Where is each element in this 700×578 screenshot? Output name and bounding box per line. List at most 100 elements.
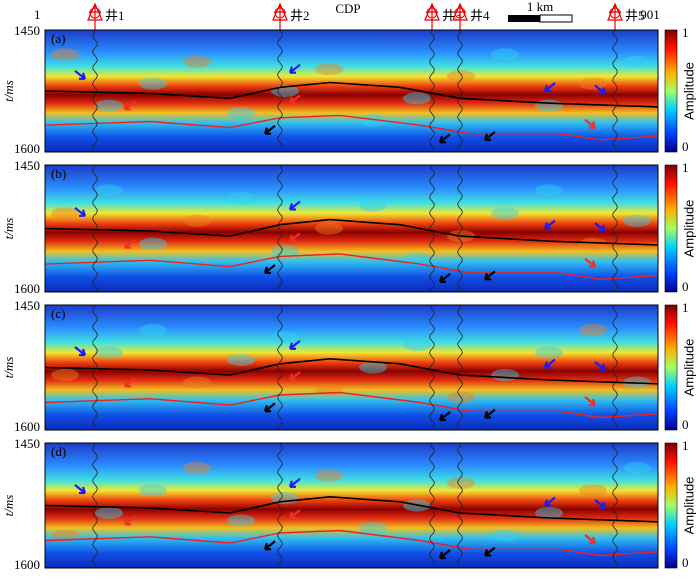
amplitude-patch — [359, 199, 387, 212]
arrow — [584, 396, 597, 407]
amplitude-patch — [535, 346, 563, 359]
well-log — [92, 29, 98, 151]
arrow — [288, 371, 301, 382]
horizon-black — [44, 218, 659, 246]
well-log — [429, 29, 435, 151]
amplitude-patch — [183, 55, 211, 68]
y-axis-label: t/ms — [1, 357, 16, 379]
arrow — [74, 346, 87, 357]
arrow — [263, 540, 276, 551]
arrow — [594, 222, 607, 233]
arrow — [263, 402, 276, 413]
colorbar-title: Amplitude — [681, 200, 696, 258]
arrow — [74, 69, 87, 80]
colorbar-max: 1 — [682, 300, 689, 315]
well-log — [457, 29, 463, 151]
arrow — [438, 411, 451, 422]
colorbar-title: Amplitude — [681, 477, 696, 535]
well-symbol-ring — [426, 7, 438, 19]
arrow — [288, 63, 301, 74]
arrow — [263, 124, 276, 135]
arrow — [288, 477, 301, 488]
amplitude-patch — [403, 92, 431, 105]
amplitude-patch — [579, 237, 607, 250]
amplitude-patch — [139, 324, 167, 336]
horizon-red — [44, 529, 659, 557]
seismic-section — [45, 30, 658, 152]
colorbar — [664, 304, 678, 431]
amplitude-patch — [139, 237, 167, 250]
section-frame — [44, 29, 659, 153]
amplitude-patch — [579, 324, 607, 336]
well-label: 井2 — [290, 8, 310, 23]
amplitude-patch — [535, 507, 563, 519]
colorbar-min: 0 — [682, 139, 689, 154]
amplitude-patch — [227, 514, 255, 527]
amplitude-patch — [535, 99, 563, 112]
amplitude-patch — [623, 55, 651, 68]
section-frame — [44, 164, 659, 293]
amplitude-patch — [403, 339, 431, 351]
horizon-black — [44, 357, 659, 385]
well-symbol-ring — [89, 7, 101, 19]
well-symbol-ring — [454, 7, 466, 19]
y-tick-bottom: 1600 — [14, 281, 40, 296]
arrow — [123, 238, 136, 249]
arrow — [288, 200, 301, 211]
amplitude-patch — [51, 207, 79, 220]
arrow — [438, 133, 451, 144]
well-log — [429, 164, 435, 292]
panel-label: (b) — [51, 166, 66, 181]
amplitude-patch — [579, 77, 607, 90]
amplitude-patch — [271, 331, 299, 344]
amplitude-patch — [95, 99, 123, 112]
well-log — [457, 304, 463, 429]
well-log — [92, 442, 98, 567]
well-log — [457, 164, 463, 292]
y-tick-bottom: 1600 — [14, 141, 40, 156]
arrow — [483, 546, 496, 557]
amplitude-patch — [51, 529, 79, 542]
amplitude-patch — [51, 48, 79, 61]
colorbar-min: 0 — [682, 279, 689, 294]
amplitude-patch — [491, 48, 519, 61]
amplitude-patch — [403, 252, 431, 265]
y-tick-bottom: 1600 — [14, 557, 40, 572]
seismic-section — [45, 165, 658, 292]
well-log — [612, 442, 618, 567]
arrow — [594, 499, 607, 510]
section-frame — [44, 442, 659, 569]
well-log — [429, 442, 435, 567]
horizon-black — [44, 495, 659, 523]
amplitude-patch — [139, 484, 167, 497]
amplitude-patch — [623, 462, 651, 474]
well-log — [429, 304, 435, 429]
horizon-red — [44, 391, 659, 419]
amplitude-patch — [491, 207, 519, 220]
amplitude-patch — [227, 106, 255, 119]
colorbar — [664, 29, 678, 153]
amplitude-patch — [491, 369, 519, 381]
cdp-end: 901 — [640, 7, 660, 22]
y-axis-label: t/ms — [1, 80, 16, 102]
well-label: 井4 — [470, 8, 490, 23]
amplitude-patch — [359, 114, 387, 127]
colorbar — [664, 442, 678, 569]
amplitude-patch — [183, 462, 211, 474]
y-tick-top: 1450 — [14, 158, 40, 173]
amplitude-patch — [51, 369, 79, 381]
amplitude-patch — [95, 346, 123, 359]
well-symbol-ring — [274, 7, 286, 19]
amplitude-patch — [315, 469, 343, 482]
well-log — [612, 164, 618, 292]
arrow — [543, 82, 556, 93]
arrow — [438, 272, 451, 283]
arrow — [584, 118, 597, 129]
horizon-black — [44, 81, 659, 108]
scale-bar-black — [508, 15, 540, 22]
arrow — [288, 232, 301, 243]
arrow — [543, 219, 556, 230]
scale-label: 1 km — [527, 0, 553, 14]
arrow — [74, 206, 87, 217]
scale-bar-white — [539, 14, 573, 23]
